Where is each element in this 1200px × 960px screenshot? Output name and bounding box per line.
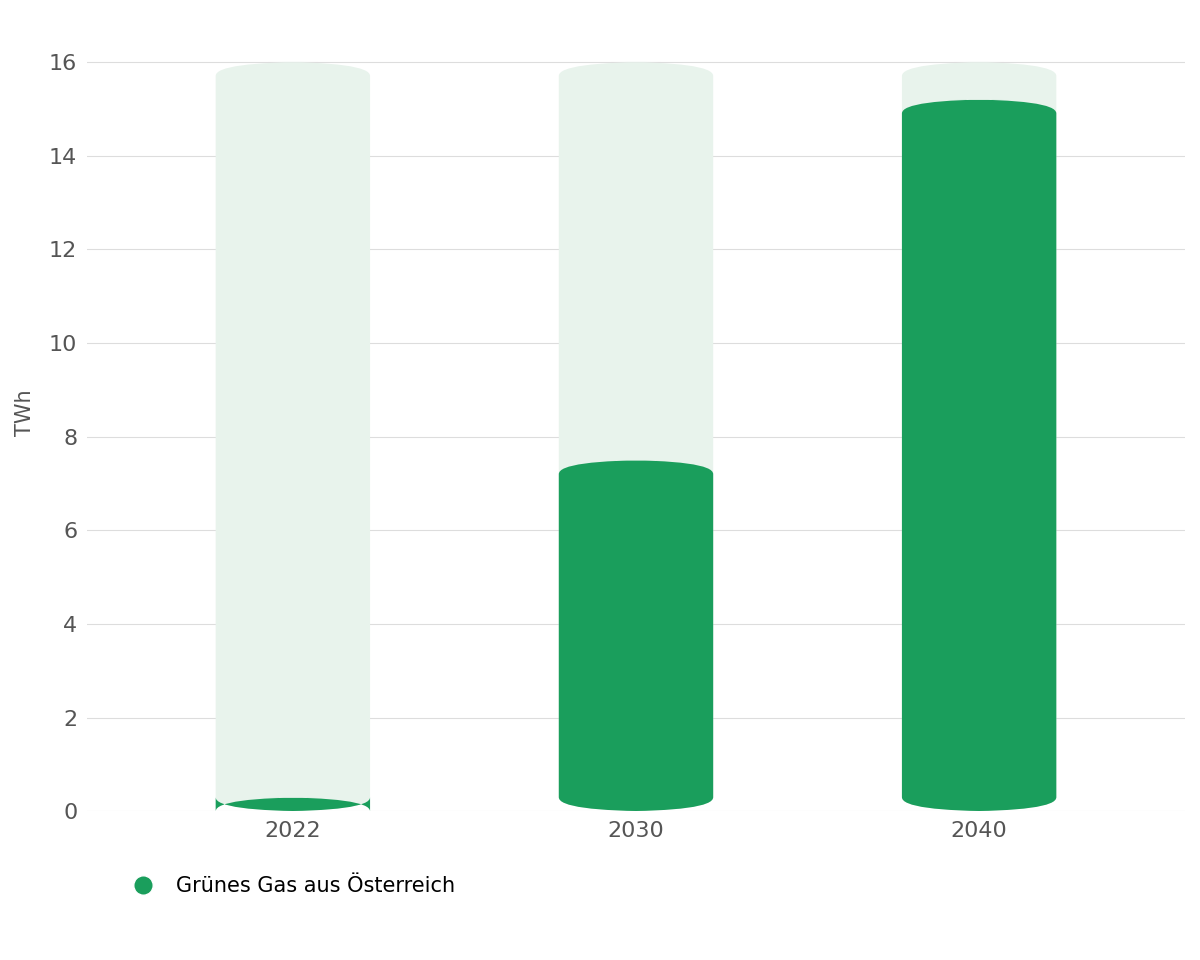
FancyBboxPatch shape <box>902 99 1056 811</box>
FancyBboxPatch shape <box>559 460 713 811</box>
FancyBboxPatch shape <box>216 797 370 811</box>
Y-axis label: TWh: TWh <box>14 390 35 437</box>
FancyBboxPatch shape <box>216 61 370 811</box>
Legend: Grünes Gas aus Österreich: Grünes Gas aus Österreich <box>119 868 463 904</box>
FancyBboxPatch shape <box>559 61 713 811</box>
FancyBboxPatch shape <box>902 61 1056 811</box>
